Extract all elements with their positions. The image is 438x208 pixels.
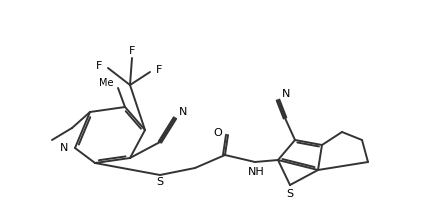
Text: F: F (95, 61, 102, 71)
Text: S: S (156, 177, 163, 187)
Text: F: F (129, 46, 135, 56)
Text: N: N (60, 143, 68, 153)
Text: N: N (179, 107, 187, 117)
Text: NH: NH (247, 167, 265, 177)
Text: F: F (156, 65, 162, 75)
Text: N: N (282, 89, 290, 99)
Text: O: O (213, 128, 222, 138)
Text: Me: Me (99, 78, 113, 88)
Text: S: S (286, 189, 293, 199)
